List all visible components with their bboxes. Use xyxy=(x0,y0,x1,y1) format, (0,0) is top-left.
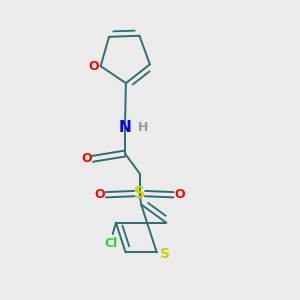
Text: S: S xyxy=(134,186,145,201)
Text: O: O xyxy=(81,152,92,165)
Text: O: O xyxy=(89,60,100,73)
Text: O: O xyxy=(174,188,185,201)
Text: N: N xyxy=(118,120,131,135)
Text: Cl: Cl xyxy=(104,237,117,250)
Text: H: H xyxy=(138,121,148,134)
Text: S: S xyxy=(160,247,170,261)
Text: O: O xyxy=(94,188,105,201)
